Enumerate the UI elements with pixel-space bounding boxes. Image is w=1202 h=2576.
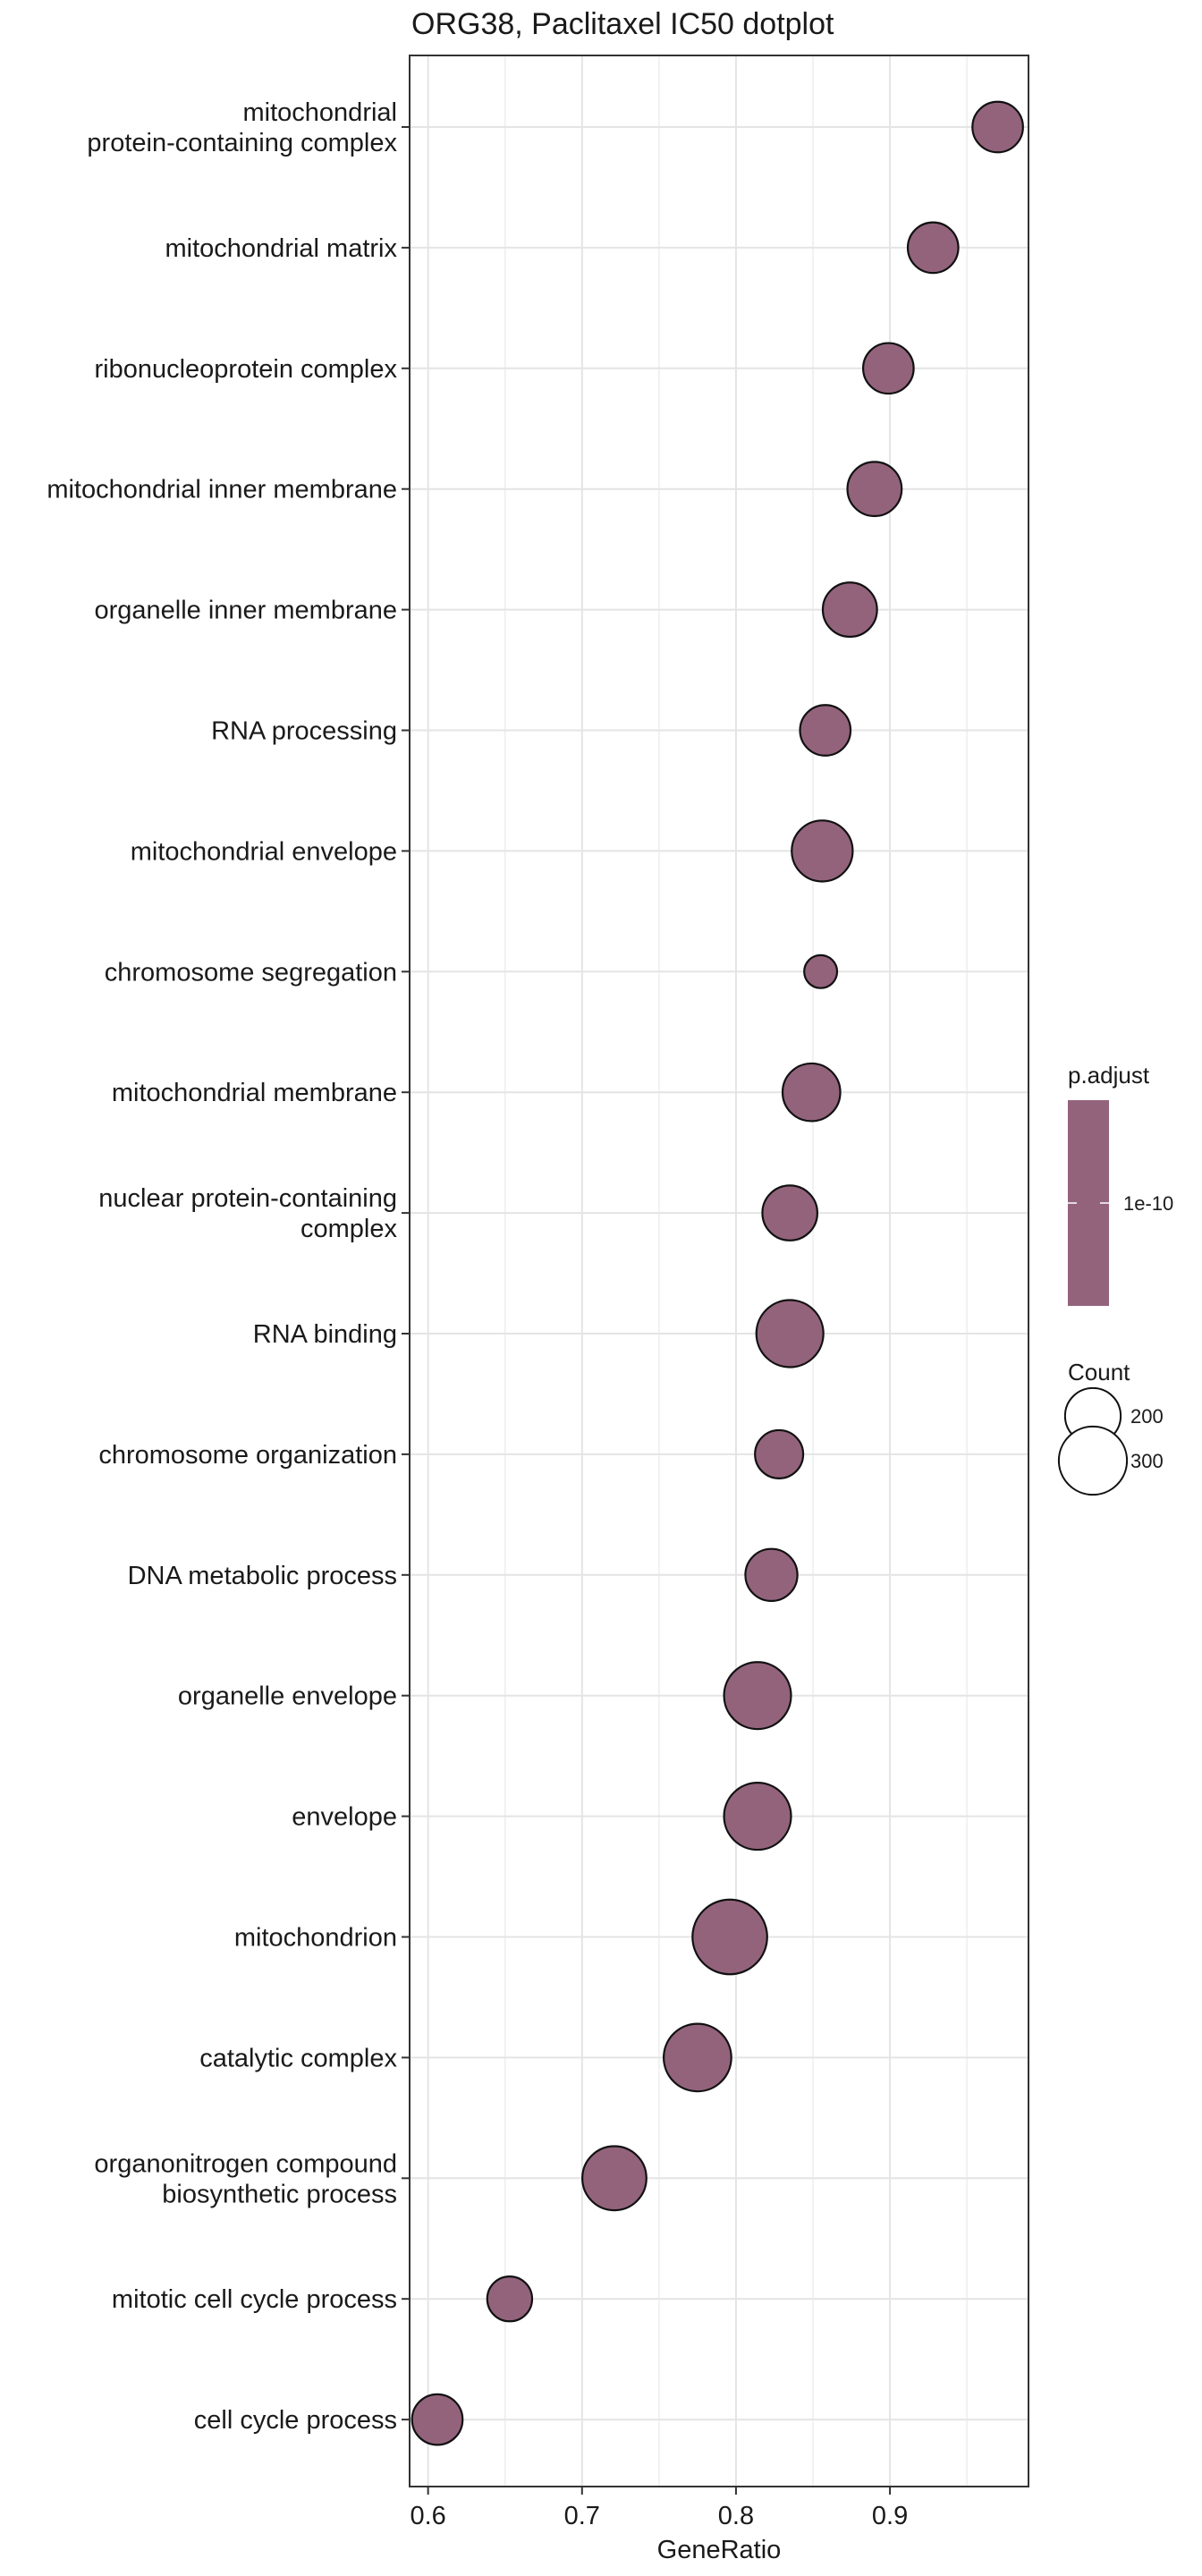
y-tick-label: chromosome organization	[98, 1441, 397, 1470]
data-point	[846, 461, 903, 518]
y-tick-label: organelle envelope	[178, 1682, 397, 1711]
legend-size-label: 300	[1130, 1450, 1164, 1472]
y-tick-label: mitochondrial membrane	[112, 1079, 397, 1107]
y-tick-label: nuclear protein-containing	[98, 1184, 397, 1213]
y-tick-label: mitochondrial matrix	[165, 234, 398, 263]
data-point	[755, 1299, 825, 1368]
y-tick-label: mitochondrial envelope	[131, 837, 397, 866]
data-point	[971, 100, 1024, 154]
y-tick-label: mitochondrion	[234, 1924, 397, 1953]
data-point	[744, 1547, 799, 1603]
y-tick-label: catalytic complex	[199, 2044, 397, 2072]
grid-lines	[410, 55, 1028, 2487]
data-point	[781, 1062, 842, 1123]
plot-panel-border	[409, 55, 1029, 2487]
data-point	[581, 2145, 648, 2212]
data-point	[791, 819, 854, 883]
data-point	[821, 581, 878, 639]
y-tick-label: RNA processing	[211, 717, 397, 746]
data-point	[803, 953, 839, 989]
data-point	[906, 221, 960, 275]
y-tick-label: RNA binding	[253, 1320, 397, 1349]
data-point	[691, 1898, 768, 1976]
data-point	[754, 1428, 805, 1479]
data-point	[723, 1782, 792, 1852]
legend-size-circle	[1057, 1425, 1129, 1496]
chart-title: ORG38, Paclitaxel IC50 dotplot	[411, 7, 834, 41]
y-tick-label: mitochondrial inner membrane	[47, 476, 397, 504]
y-tick-label: DNA metabolic process	[128, 1562, 397, 1590]
data-point	[861, 342, 915, 395]
y-tick-label: complex	[300, 1215, 397, 1243]
y-tick-label: ribonucleoprotein complex	[94, 355, 397, 384]
data-point	[663, 2022, 732, 2093]
data-point	[799, 704, 852, 757]
x-tick-label: 0.9	[872, 2502, 908, 2530]
y-tick-label: protein-containing complex	[87, 129, 397, 157]
x-axis-label: GeneRatio	[657, 2536, 782, 2564]
y-tick-label: cell cycle process	[194, 2406, 397, 2435]
legend-size-title: Count	[1068, 1359, 1130, 1385]
legend-size-label: 200	[1130, 1405, 1164, 1428]
data-point	[723, 1661, 792, 1731]
y-tick-label: envelope	[292, 1803, 397, 1832]
legend-color-title: p.adjust	[1068, 1062, 1150, 1089]
y-tick-label: biosynthetic process	[162, 2180, 397, 2208]
y-tick-label: organelle inner membrane	[94, 597, 397, 625]
legend-colorbar-label: 1e-10	[1123, 1192, 1173, 1215]
y-tick-label: mitotic cell cycle process	[112, 2285, 397, 2314]
x-tick-label: 0.7	[564, 2502, 600, 2530]
x-axis-ticks: 0.6 0.7 0.8 0.9	[410, 2487, 908, 2530]
data-point	[486, 2275, 534, 2323]
x-tick-label: 0.8	[718, 2502, 754, 2530]
data-point	[411, 2393, 464, 2446]
x-tick-label: 0.6	[410, 2502, 445, 2530]
data-points	[411, 100, 1024, 2446]
y-tick-label: chromosome segregation	[105, 958, 397, 987]
data-point	[761, 1184, 819, 1241]
y-tick-label: mitochondrial	[243, 98, 397, 127]
y-tick-label: organonitrogen compound	[94, 2149, 397, 2178]
